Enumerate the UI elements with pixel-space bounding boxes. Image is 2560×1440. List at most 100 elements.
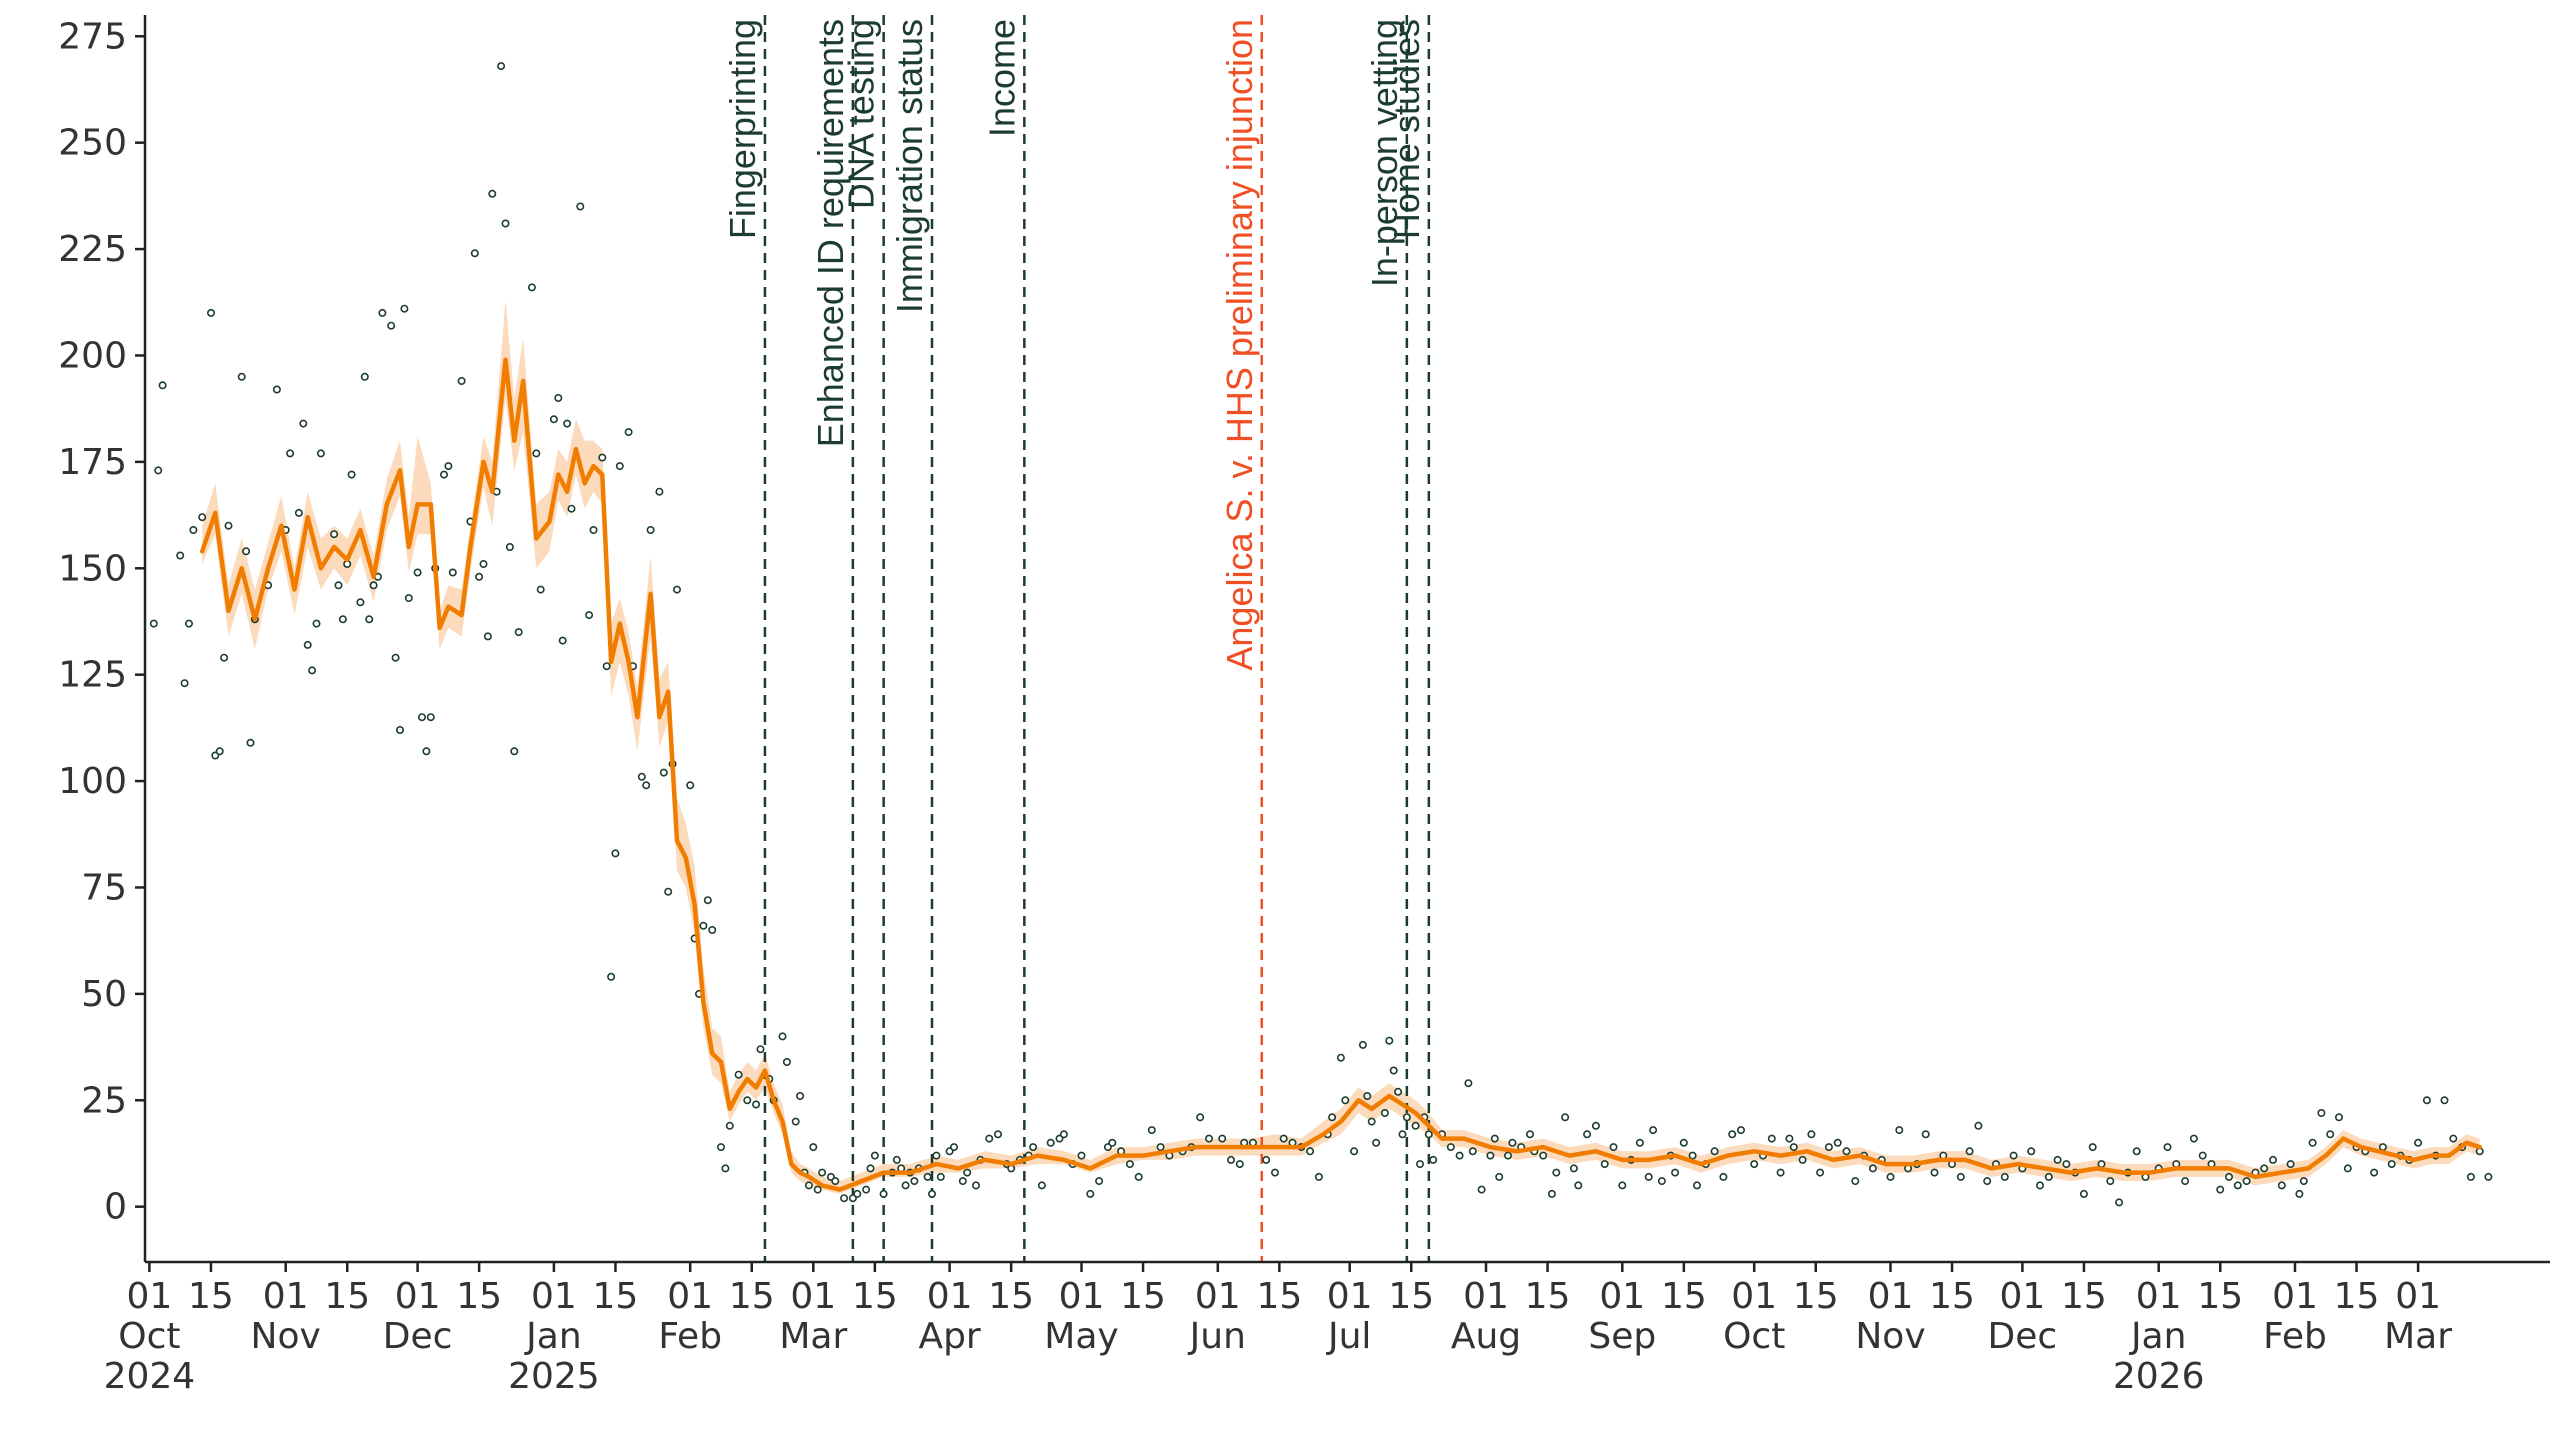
data-point: [1868, 1164, 1877, 1173]
data-point: [637, 772, 646, 781]
y-tick-label: 275: [58, 16, 127, 57]
x-month-label: Nov: [1855, 1316, 1925, 1357]
data-point: [1798, 1155, 1807, 1164]
data-point: [602, 662, 611, 671]
data-point: [224, 521, 233, 530]
data-point: [615, 462, 624, 471]
data-point: [294, 508, 303, 517]
data-point: [853, 1189, 862, 1198]
x-tick-label: 15: [2061, 1276, 2107, 1317]
data-point: [818, 1168, 827, 1177]
data-point: [497, 62, 506, 71]
data-point: [2326, 1130, 2335, 1139]
data-point: [1767, 1134, 1776, 1143]
data-point: [2269, 1155, 2278, 1164]
x-tick-label: 15: [1793, 1276, 1839, 1317]
data-point: [1526, 1130, 1535, 1139]
data-point: [180, 679, 189, 688]
x-tick-label: 01: [2272, 1276, 2318, 1317]
data-point: [1086, 1189, 1095, 1198]
data-point: [721, 1164, 730, 1173]
data-point: [611, 849, 620, 858]
x-month-label: Sep: [1588, 1316, 1656, 1357]
data-point: [2216, 1185, 2225, 1194]
data-point: [2163, 1143, 2172, 1152]
y-tick-label: 175: [58, 442, 127, 483]
data-point: [1372, 1138, 1381, 1147]
x-tick-label: 15: [988, 1276, 1034, 1317]
data-point: [672, 585, 681, 594]
data-point: [879, 1189, 888, 1198]
data-point: [479, 559, 488, 568]
data-point: [1271, 1168, 1280, 1177]
data-point: [185, 619, 194, 628]
event-label: Immigration status: [889, 19, 930, 313]
x-tick-label: 15: [2334, 1276, 2380, 1317]
data-point: [1059, 1130, 1068, 1139]
data-point: [1851, 1177, 1860, 1186]
x-tick-label: 01: [1999, 1276, 2045, 1317]
event-label: DNA testing: [841, 19, 882, 209]
data-point: [1367, 1117, 1376, 1126]
data-point: [993, 1130, 1002, 1139]
data-point: [1389, 1066, 1398, 1075]
data-point: [2295, 1189, 2304, 1198]
data-point: [2343, 1164, 2352, 1173]
data-point: [2106, 1177, 2115, 1186]
data-point: [655, 487, 664, 496]
data-point: [1921, 1130, 1930, 1139]
x-month-label: Jul: [1326, 1316, 1371, 1357]
data-point: [1785, 1134, 1794, 1143]
x-tick-label: 01: [2395, 1276, 2441, 1317]
x-month-label: Mar: [779, 1316, 847, 1357]
data-point: [2317, 1109, 2326, 1118]
data-point: [1609, 1143, 1618, 1152]
data-point: [1719, 1172, 1728, 1181]
data-point: [1983, 1177, 1992, 1186]
data-point: [2370, 1168, 2379, 1177]
data-point: [1539, 1151, 1548, 1160]
data-point: [1046, 1138, 1055, 1147]
data-point: [1569, 1164, 1578, 1173]
data-point: [536, 585, 545, 594]
data-point: [1398, 1130, 1407, 1139]
x-tick-label: 15: [729, 1276, 775, 1317]
data-point: [2440, 1096, 2449, 1105]
y-tick-label: 50: [81, 974, 127, 1015]
data-point: [330, 530, 339, 539]
data-point: [554, 393, 563, 402]
data-point: [567, 504, 576, 513]
data-point: [286, 449, 295, 458]
data-point: [1336, 1053, 1345, 1062]
data-point: [475, 572, 484, 581]
data-point: [708, 925, 717, 934]
data-point: [2181, 1177, 2190, 1186]
data-point: [840, 1194, 849, 1203]
data-point: [2062, 1160, 2071, 1169]
data-point: [400, 304, 409, 313]
data-point: [796, 1092, 805, 1101]
data-point: [958, 1177, 967, 1186]
x-tick-label: 01: [1731, 1276, 1777, 1317]
x-tick-label: 01: [667, 1276, 713, 1317]
x-tick-label: 01: [1195, 1276, 1241, 1317]
x-tick-label: 01: [126, 1276, 172, 1317]
data-point: [1824, 1143, 1833, 1152]
data-point: [2079, 1189, 2088, 1198]
x-tick-label: 01: [1599, 1276, 1645, 1317]
data-point: [923, 1172, 932, 1181]
y-tick-label: 200: [58, 335, 127, 376]
data-point: [725, 1121, 734, 1130]
data-point: [963, 1168, 972, 1177]
data-point: [1108, 1138, 1117, 1147]
x-month-label: Dec: [1988, 1316, 2058, 1357]
data-point: [527, 283, 536, 292]
data-point: [378, 308, 387, 317]
data-point: [589, 525, 598, 534]
data-point: [334, 581, 343, 590]
data-point: [598, 453, 607, 462]
data-point: [971, 1181, 980, 1190]
x-tick-label: 01: [1059, 1276, 1105, 1317]
data-point: [1842, 1147, 1851, 1156]
data-point: [936, 1172, 945, 1181]
